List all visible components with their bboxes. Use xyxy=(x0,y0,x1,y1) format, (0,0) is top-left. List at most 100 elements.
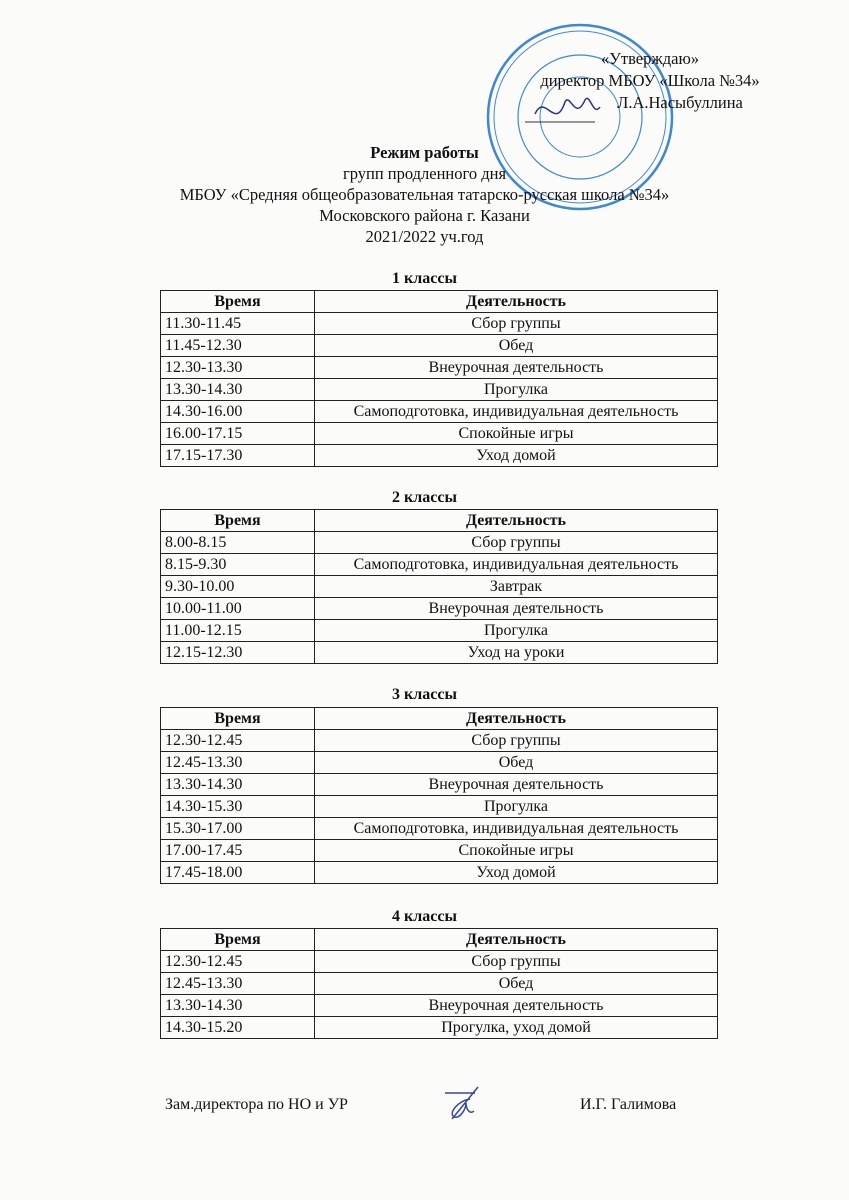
time-cell: 12.30-12.45 xyxy=(160,950,315,973)
table-row: 12.30-12.45 Сбор группы xyxy=(160,729,718,752)
table-row: 11.45-12.30 Обед xyxy=(160,334,718,357)
table-row: 12.45-13.30 Обед xyxy=(160,972,718,995)
approval-position: директор МБОУ «Школа №34» xyxy=(540,71,760,90)
table-header: Время Деятельность xyxy=(160,707,718,730)
activity-cell: Завтрак xyxy=(314,575,718,598)
header-time: Время xyxy=(160,707,315,730)
activity-cell: Внеурочная деятельность xyxy=(314,994,718,1017)
schedule-table: Время Деятельность 11.30-11.45 Сбор группы 1… xyxy=(160,290,718,467)
table-row: 11.30-11.45 Сбор группы xyxy=(160,312,718,335)
time-cell: 16.00-17.15 xyxy=(160,422,315,445)
table-row: 10.00-11.00 Внеурочная деятельность xyxy=(160,597,718,620)
subtitle-district: Московского района г. Казани xyxy=(319,206,530,225)
activity-cell: Прогулка xyxy=(314,619,718,642)
time-cell: 14.30-15.30 xyxy=(160,795,315,818)
table-row: 8.15-9.30 Самоподготовка, индивидуальная … xyxy=(160,553,718,576)
time-cell: 13.30-14.30 xyxy=(160,773,315,796)
school-stamp xyxy=(486,23,674,211)
schedule-table: Время Деятельность 12.30-12.45 Сбор группы 1… xyxy=(160,707,718,884)
table-row: 17.00-17.45 Спокойные игры xyxy=(160,839,718,862)
table-row: 12.30-12.45 Сбор группы xyxy=(160,950,718,973)
time-cell: 12.30-12.45 xyxy=(160,729,315,752)
table-row: 12.45-13.30 Обед xyxy=(160,751,718,774)
time-cell: 10.00-11.00 xyxy=(160,597,315,620)
table-header: Время Деятельность xyxy=(160,509,718,532)
time-cell: 9.30-10.00 xyxy=(160,575,315,598)
table-row: 11.00-12.15 Прогулка xyxy=(160,619,718,642)
subtitle-groups: групп продленного дня xyxy=(342,164,507,183)
activity-cell: Внеурочная деятельность xyxy=(314,597,718,620)
time-cell: 17.15-17.30 xyxy=(160,444,315,467)
header-activity: Деятельность xyxy=(314,509,718,532)
time-cell: 14.30-16.00 xyxy=(160,400,315,423)
time-cell: 8.00-8.15 xyxy=(160,531,315,554)
document-title: Режим работы групп продленного дня МБОУ … xyxy=(0,142,849,247)
table-row: 17.15-17.30 Уход домой xyxy=(160,444,718,467)
activity-cell: Сбор группы xyxy=(314,729,718,752)
activity-cell: Спокойные игры xyxy=(314,422,718,445)
deputy-signature xyxy=(445,1086,479,1120)
time-cell: 15.30-17.00 xyxy=(160,817,315,840)
table-row: 13.30-14.30 Внеурочная деятельность xyxy=(160,773,718,796)
activity-cell: Уход домой xyxy=(314,861,718,884)
time-cell: 17.45-18.00 xyxy=(160,861,315,884)
footer-name: И.Г. Галимова xyxy=(580,1096,677,1113)
activity-cell: Уход на уроки xyxy=(314,641,718,664)
approval-block: «Утверждаю» директор МБОУ «Школа №34» Л.… xyxy=(520,48,780,114)
time-cell: 12.30-13.30 xyxy=(160,356,315,379)
table-row: 8.00-8.15 Сбор группы xyxy=(160,531,718,554)
header-time: Время xyxy=(160,290,315,313)
activity-cell: Прогулка xyxy=(314,795,718,818)
header-time: Время xyxy=(160,928,315,951)
schedule-table: Время Деятельность 8.00-8.15 Сбор группы 8.1… xyxy=(160,509,718,664)
approval-name: Л.А.Насыбуллина xyxy=(617,93,743,112)
time-cell: 11.00-12.15 xyxy=(160,619,315,642)
activity-cell: Уход домой xyxy=(314,444,718,467)
time-cell: 17.00-17.45 xyxy=(160,839,315,862)
activity-cell: Самоподготовка, индивидуальная деятельно… xyxy=(314,400,718,423)
activity-cell: Сбор группы xyxy=(314,950,718,973)
time-cell: 12.45-13.30 xyxy=(160,751,315,774)
activity-cell: Самоподготовка, индивидуальная деятельно… xyxy=(314,817,718,840)
approval-heading: «Утверждаю» xyxy=(600,49,700,68)
table-row: 14.30-15.30 Прогулка xyxy=(160,795,718,818)
time-cell: 11.45-12.30 xyxy=(160,334,315,357)
header-activity: Деятельность xyxy=(314,290,718,313)
time-cell: 13.30-14.30 xyxy=(160,378,315,401)
activity-cell: Обед xyxy=(314,751,718,774)
time-cell: 14.30-15.20 xyxy=(160,1016,315,1039)
table-row: 12.30-13.30 Внеурочная деятельность xyxy=(160,356,718,379)
activity-cell: Обед xyxy=(314,334,718,357)
time-cell: 12.15-12.30 xyxy=(160,641,315,664)
time-cell: 8.15-9.30 xyxy=(160,553,315,576)
time-cell: 12.45-13.30 xyxy=(160,972,315,995)
header-activity: Деятельность xyxy=(314,928,718,951)
table-header: Время Деятельность xyxy=(160,290,718,313)
table-row: 15.30-17.00 Самоподготовка, индивидуальна… xyxy=(160,817,718,840)
activity-cell: Обед xyxy=(314,972,718,995)
subtitle-year: 2021/2022 уч.год xyxy=(365,227,484,246)
time-cell: 11.30-11.45 xyxy=(160,312,315,335)
footer-position: Зам.директора по НО и УР xyxy=(165,1096,348,1113)
section-title: 4 классы xyxy=(392,908,457,925)
table-row: 9.30-10.00 Завтрак xyxy=(160,575,718,598)
header-time: Время xyxy=(160,509,315,532)
activity-cell: Внеурочная деятельность xyxy=(314,773,718,796)
activity-cell: Самоподготовка, индивидуальная деятельно… xyxy=(314,553,718,576)
activity-cell: Сбор группы xyxy=(314,531,718,554)
subtitle-school: МБОУ «Средняя общеобразовательная татарс… xyxy=(179,185,670,204)
section-title: 3 классы xyxy=(392,686,457,703)
activity-cell: Прогулка, уход домой xyxy=(314,1016,718,1039)
activity-cell: Сбор группы xyxy=(314,312,718,335)
time-cell: 13.30-14.30 xyxy=(160,994,315,1017)
section-title: 2 классы xyxy=(392,489,457,506)
table-row: 16.00-17.15 Спокойные игры xyxy=(160,422,718,445)
activity-cell: Прогулка xyxy=(314,378,718,401)
table-row: 14.30-15.20 Прогулка, уход домой xyxy=(160,1016,718,1039)
header-activity: Деятельность xyxy=(314,707,718,730)
table-header: Время Деятельность xyxy=(160,928,718,951)
activity-cell: Спокойные игры xyxy=(314,839,718,862)
schedule-table: Время Деятельность 12.30-12.45 Сбор группы 1… xyxy=(160,928,718,1039)
table-row: 13.30-14.30 Прогулка xyxy=(160,378,718,401)
table-row: 14.30-16.00 Самоподготовка, индивидуальна… xyxy=(160,400,718,423)
